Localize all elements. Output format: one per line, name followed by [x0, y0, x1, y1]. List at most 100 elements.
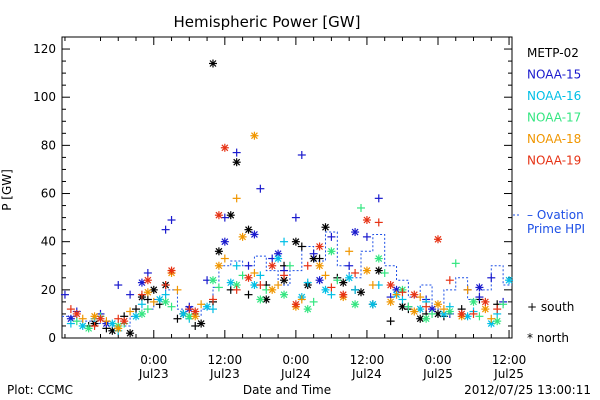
noaa-17-south-point [357, 203, 366, 212]
x-tick-time-label: 12:00 [208, 353, 243, 367]
metp-02-north-point [232, 158, 241, 167]
noaa-15-north-point [250, 230, 259, 239]
marker-key-south: + south [527, 300, 574, 314]
metp-02-south-point [173, 314, 182, 323]
noaa-17-south-point [309, 297, 318, 306]
noaa-17-south-point [380, 268, 389, 277]
series-noaa-19 [66, 143, 502, 330]
noaa-16-north-point [274, 254, 283, 263]
x-tick-time-label: 12:00 [350, 353, 385, 367]
noaa-17-south-point [143, 305, 152, 314]
noaa-17-north-point [374, 254, 383, 263]
noaa-16-north-point [505, 276, 514, 285]
noaa-18-south-point [126, 307, 135, 316]
noaa-18-north-point [481, 305, 490, 314]
noaa-16-north-point [345, 273, 354, 282]
noaa-18-south-point [173, 285, 182, 294]
noaa-15-north-point [315, 276, 324, 285]
noaa-19-south-point [351, 268, 360, 277]
legend: METP-02 NOAA-15 NOAA-16 NOAA-17 NOAA-18 NOAA-… [527, 46, 581, 168]
noaa-18-north-point [433, 300, 442, 309]
noaa-17-south-point [428, 309, 437, 318]
noaa-17-north-point [256, 295, 265, 304]
x-tick-date-label: Jul25 [422, 367, 453, 381]
noaa-17-south-point [167, 302, 176, 311]
noaa-18-south-point [487, 314, 496, 323]
legend-entry-noaa-16: NOAA-16 [527, 89, 581, 103]
noaa-15-south-point [362, 232, 371, 241]
noaa-19-south-point [374, 218, 383, 227]
noaa-18-south-point [220, 254, 229, 263]
noaa-15-south-point [487, 273, 496, 282]
x-tick-time-label: 0:00 [140, 353, 167, 367]
metp-02-south-point [297, 242, 306, 251]
noaa-16-south-point [280, 237, 289, 246]
legend-entry-noaa-19: NOAA-19 [527, 154, 581, 168]
series-marks [60, 59, 514, 338]
plot-border [61, 36, 513, 339]
noaa-17-south-point [499, 300, 508, 309]
noaa-17-south-point [333, 276, 342, 285]
noaa-15-south-point [114, 281, 123, 290]
noaa-19-north-point [72, 309, 81, 318]
y-tick-label: 0 [48, 331, 56, 345]
metp-02-north-point [309, 254, 318, 263]
metp-02-south-point [244, 290, 253, 299]
plot-frame [61, 36, 513, 339]
noaa-18-north-point [386, 297, 395, 306]
noaa-19-north-point [244, 273, 253, 282]
noaa-16-south-point [256, 271, 265, 280]
noaa-15-south-point [126, 290, 135, 299]
noaa-16-south-point [351, 285, 360, 294]
x-axis-label: Date and Time [243, 383, 331, 397]
noaa-18-north-point [214, 261, 223, 270]
noaa-19-north-point [362, 216, 371, 225]
noaa-16-south-point [327, 290, 336, 299]
noaa-17-south-point [72, 317, 81, 326]
noaa-19-south-point [232, 285, 241, 294]
y-axis-label: P [GW] [0, 169, 14, 211]
noaa-19-south-point [422, 302, 431, 311]
noaa-18-south-point [149, 297, 158, 306]
series-noaa-17 [72, 203, 508, 333]
noaa-15-north-point [475, 283, 484, 292]
metp-02-north-point [374, 266, 383, 275]
y-tick-label: 60 [41, 187, 56, 201]
noaa-19-north-point [167, 266, 176, 275]
noaa-19-north-point [191, 307, 200, 316]
noaa-18-north-point [250, 131, 259, 140]
noaa-19-south-point [256, 281, 265, 290]
marker-key-north: * north [527, 331, 569, 345]
noaa-17-south-point [214, 283, 223, 292]
noaa-17-north-point [185, 312, 194, 321]
legend-entry-noaa-18: NOAA-18 [527, 132, 581, 146]
noaa-17-north-point [422, 314, 431, 323]
noaa-18-south-point [368, 281, 377, 290]
x-tick-date-label: Jul23 [138, 367, 169, 381]
metp-02-north-point [126, 329, 135, 338]
noaa-19-north-point [433, 235, 442, 244]
series-noaa-18 [78, 131, 496, 333]
y-tick-label: 80 [41, 138, 56, 152]
noaa-18-south-point [439, 305, 448, 314]
x-tick-time-label: 0:00 [425, 353, 452, 367]
noaa-15-south-point [167, 216, 176, 225]
noaa-18-south-point [463, 285, 472, 294]
noaa-15-south-point [60, 290, 69, 299]
noaa-16-south-point [232, 261, 241, 270]
noaa-19-south-point [66, 305, 75, 314]
noaa-17-south-point [404, 302, 413, 311]
noaa-15-south-point [244, 261, 253, 270]
x-tick-date-label: Jul24 [351, 367, 382, 381]
y-tick-label: 100 [33, 90, 56, 104]
noaa-19-north-point [315, 242, 324, 251]
metp-02-north-point [262, 295, 271, 304]
ovation-legend-label: – Ovation [527, 208, 584, 222]
noaa-18-south-point [297, 295, 306, 304]
noaa-15-south-point [232, 148, 241, 157]
series-noaa-16 [66, 237, 514, 335]
noaa-16-north-point [368, 300, 377, 309]
noaa-17-north-point [351, 300, 360, 309]
noaa-19-north-point [220, 143, 229, 152]
